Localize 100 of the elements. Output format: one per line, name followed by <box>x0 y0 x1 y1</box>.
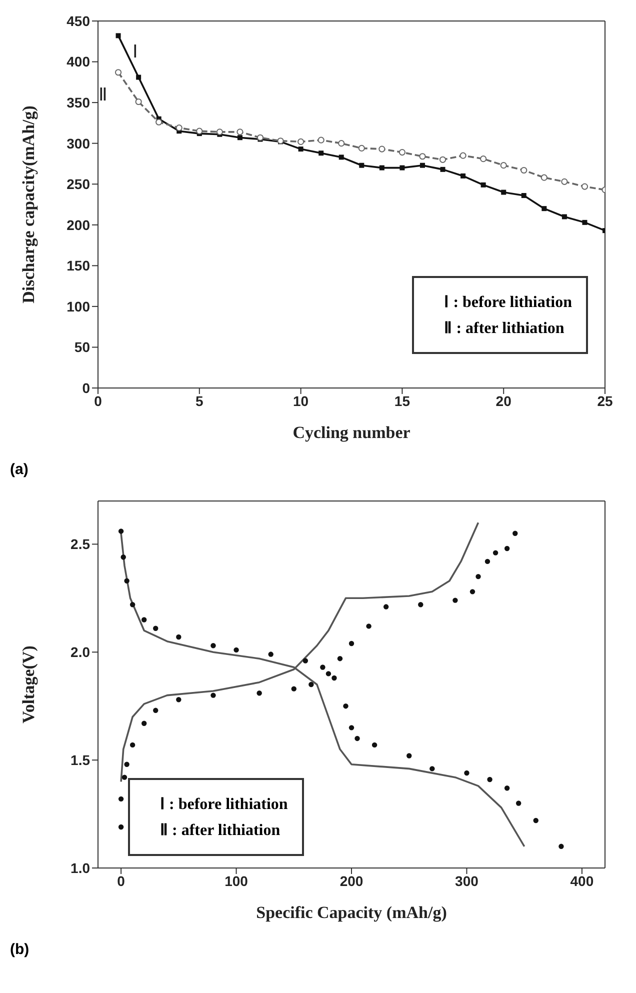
point <box>141 617 147 622</box>
point <box>302 658 308 664</box>
point <box>118 528 124 534</box>
annotation: Ⅱ : after lithiation <box>444 319 566 339</box>
point <box>492 550 498 556</box>
y-tick-label: 250 <box>66 176 90 192</box>
point <box>480 156 487 162</box>
x-tick-label: 20 <box>496 392 512 409</box>
point <box>124 762 130 767</box>
y-tick-label: 350 <box>66 94 90 111</box>
point <box>116 33 121 38</box>
x-tick-label: 400 <box>570 872 594 889</box>
point <box>320 664 326 670</box>
point <box>348 640 354 646</box>
point <box>406 753 412 758</box>
y-tick-label: 50 <box>74 339 90 356</box>
x-tick-label: 25 <box>597 392 613 409</box>
point <box>582 220 588 225</box>
point <box>124 578 130 584</box>
series-label: Ⅱ <box>98 84 108 104</box>
point <box>501 190 506 195</box>
y-tick-label: 0 <box>82 380 90 396</box>
y-tick-label: 450 <box>66 12 90 29</box>
point <box>358 144 365 152</box>
point <box>464 770 470 776</box>
point <box>298 146 304 152</box>
point <box>298 138 304 145</box>
point <box>118 796 124 802</box>
point <box>581 183 588 190</box>
point <box>460 152 466 159</box>
x-axis-title: Specific Capacity (mAh/g) <box>256 903 447 922</box>
point <box>470 589 476 594</box>
point <box>196 128 203 134</box>
point <box>256 134 264 141</box>
x-tick-label: 5 <box>196 392 204 409</box>
point <box>520 166 528 174</box>
point <box>268 652 274 657</box>
point <box>452 598 458 603</box>
point <box>487 776 492 782</box>
point <box>562 214 567 220</box>
series-label: Ⅰ <box>132 42 138 62</box>
x-tick-label: 300 <box>455 872 479 889</box>
point <box>256 690 262 696</box>
point <box>354 736 360 742</box>
point <box>130 602 136 608</box>
point <box>332 675 337 681</box>
point <box>439 156 446 163</box>
point <box>176 697 182 702</box>
point <box>379 165 384 170</box>
point <box>400 165 405 170</box>
point <box>308 682 314 688</box>
point <box>122 774 128 780</box>
point <box>440 166 446 172</box>
point <box>210 643 216 648</box>
x-tick-label: 0 <box>94 392 102 409</box>
point <box>359 162 364 168</box>
y-tick-label: 2.0 <box>70 644 90 660</box>
text: (a) <box>10 461 28 478</box>
y-tick-label: 300 <box>66 135 90 152</box>
point <box>372 742 378 748</box>
point <box>419 153 426 160</box>
point <box>516 800 522 806</box>
point <box>141 720 147 726</box>
point <box>237 135 242 140</box>
point <box>540 174 548 181</box>
point <box>343 703 348 709</box>
y-tick-label: 1.5 <box>70 752 90 768</box>
point <box>338 140 345 147</box>
x-tick-label: 200 <box>340 872 364 889</box>
point <box>398 149 406 156</box>
y-tick-label: 400 <box>66 54 90 70</box>
point <box>156 118 162 126</box>
point <box>430 766 435 772</box>
point <box>176 124 182 132</box>
annotation: Ⅱ : after lithiation <box>160 821 282 841</box>
point <box>130 742 136 748</box>
point <box>558 844 564 850</box>
point <box>383 604 389 610</box>
x-axis-title: Cycling number <box>292 423 411 442</box>
point <box>378 146 386 152</box>
point <box>484 558 490 564</box>
point <box>476 574 481 580</box>
point <box>504 546 510 552</box>
point <box>326 671 332 676</box>
point <box>521 193 526 198</box>
point <box>512 530 518 536</box>
point <box>153 708 158 714</box>
point <box>135 98 142 106</box>
x-tick-label: 10 <box>293 392 309 409</box>
point <box>153 626 158 631</box>
point <box>118 824 124 830</box>
point <box>418 602 424 608</box>
legend-box: Ⅰ : before lithiation Ⅱ : after lithiation <box>412 276 588 354</box>
point <box>176 634 182 640</box>
point <box>236 128 244 136</box>
point <box>460 173 466 178</box>
y-tick-label: 1.0 <box>70 860 90 876</box>
point <box>500 162 507 169</box>
point <box>291 686 296 692</box>
point <box>318 136 324 144</box>
